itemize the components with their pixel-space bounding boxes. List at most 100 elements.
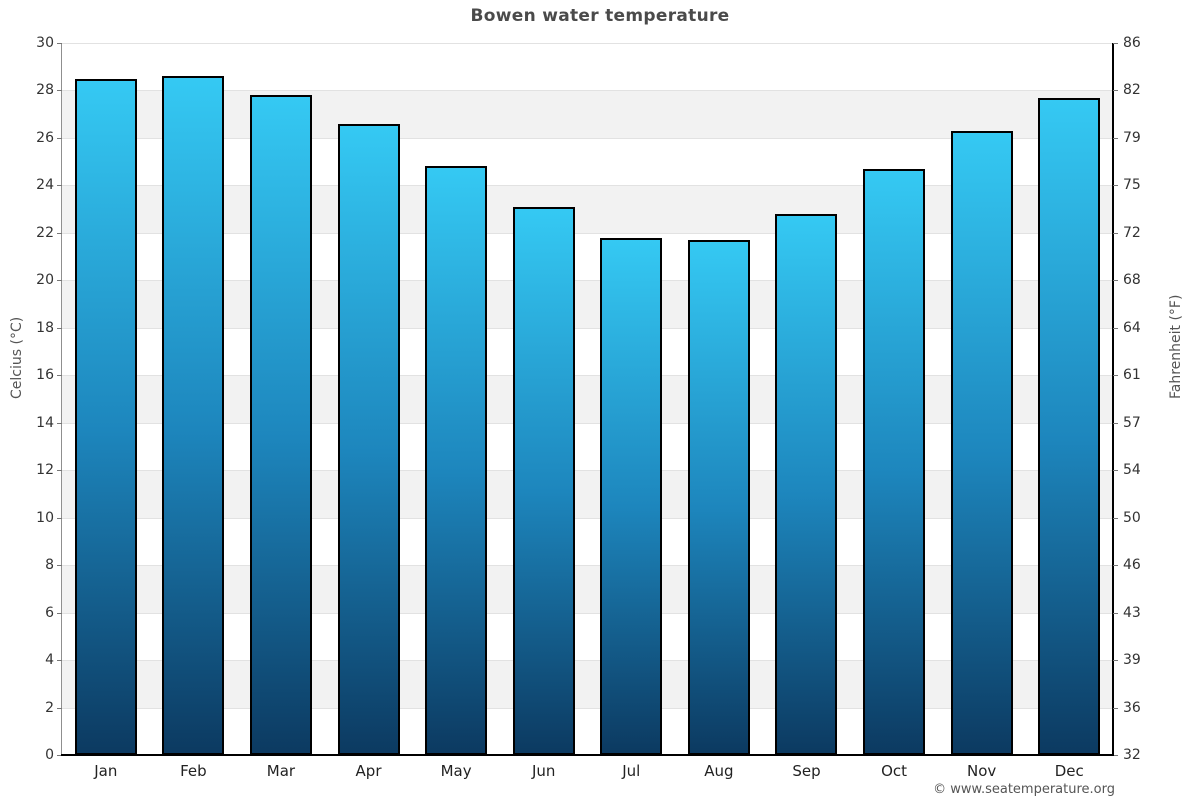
grid-band <box>62 137 1113 186</box>
y-tick-label-celsius: 14 <box>36 414 54 431</box>
y-tickmark-left <box>57 755 62 756</box>
y-tick-label-fahrenheit: 79 <box>1123 129 1141 146</box>
bar-oct[interactable] <box>863 168 926 755</box>
y-tickmark-right <box>1113 185 1118 187</box>
y-tickmark-left <box>57 660 62 662</box>
y-tick-label-celsius: 12 <box>36 462 54 479</box>
y-tick-label-celsius: 26 <box>36 129 54 146</box>
gridline <box>62 137 1113 139</box>
x-tick-sep: Sep <box>792 762 821 780</box>
gridline <box>62 612 1113 614</box>
y-tickmark-left <box>57 43 62 44</box>
gridline <box>62 470 1113 472</box>
bar-apr[interactable] <box>337 123 400 755</box>
grid-band <box>62 565 1113 613</box>
y-tick-label-fahrenheit: 86 <box>1123 35 1141 51</box>
y-tick-label-celsius: 6 <box>45 604 54 621</box>
y-tickmark-left <box>57 612 62 614</box>
y-tickmark-left <box>57 137 62 139</box>
y-tick-label-celsius: 28 <box>36 82 54 99</box>
gridline <box>62 185 1113 187</box>
y-tick-label-celsius: 0 <box>45 747 54 763</box>
y-tick-label-fahrenheit: 32 <box>1123 747 1141 763</box>
y-tick-label-fahrenheit: 36 <box>1123 699 1141 716</box>
grid-band <box>62 517 1113 566</box>
y-tick-label-celsius: 20 <box>36 272 54 289</box>
gridline <box>62 232 1113 234</box>
gridline <box>62 660 1113 662</box>
bar-feb[interactable] <box>162 76 225 755</box>
gridline <box>62 517 1113 519</box>
bar-jun[interactable] <box>512 206 575 755</box>
y-tickmark-right <box>1113 517 1118 519</box>
y-tickmark-left <box>57 327 62 329</box>
y-tickmark-left <box>57 517 62 519</box>
y-tick-label-celsius: 8 <box>45 557 54 574</box>
y-tickmark-right <box>1113 707 1118 709</box>
x-tick-mar: Mar <box>266 762 296 780</box>
y-tickmark-right <box>1113 137 1118 139</box>
gridline <box>62 327 1113 329</box>
gridline <box>62 422 1113 424</box>
bar-sep[interactable] <box>775 213 838 755</box>
grid-band <box>62 660 1113 708</box>
x-tick-may: May <box>440 762 472 780</box>
y-tick-label-celsius: 30 <box>36 35 54 51</box>
y-tick-label-celsius: 2 <box>45 699 54 716</box>
y-tick-label-celsius: 10 <box>36 509 54 526</box>
grid-band <box>62 185 1113 233</box>
y-tickmark-right <box>1113 43 1118 44</box>
y-tickmark-right <box>1113 375 1118 377</box>
gridline <box>62 565 1113 567</box>
plot-area <box>62 43 1113 755</box>
bar-jul[interactable] <box>600 237 663 755</box>
y-tick-label-celsius: 22 <box>36 224 54 241</box>
y-tickmark-right <box>1113 90 1118 92</box>
y-tickmark-left <box>57 422 62 424</box>
grid-band <box>62 90 1113 138</box>
x-axis-line <box>61 754 1114 756</box>
y-tick-label-celsius: 18 <box>36 319 54 336</box>
grid-band <box>62 707 1113 755</box>
gridline <box>62 280 1113 282</box>
y-tick-label-fahrenheit: 82 <box>1123 82 1141 99</box>
x-tick-aug: Aug <box>704 762 734 780</box>
gridline <box>62 43 1113 44</box>
bar-nov[interactable] <box>950 130 1013 755</box>
y-axis-line-right <box>1112 43 1114 755</box>
gridline <box>62 707 1113 709</box>
y-tickmark-left <box>57 90 62 92</box>
y-tickmark-left <box>57 375 62 377</box>
y-tick-label-fahrenheit: 72 <box>1123 224 1141 241</box>
grid-band <box>62 470 1113 518</box>
y-tickmark-left <box>57 232 62 234</box>
grid-band <box>62 43 1113 91</box>
y-tick-label-fahrenheit: 54 <box>1123 462 1141 479</box>
x-tick-feb: Feb <box>180 762 207 780</box>
grid-band <box>62 327 1113 376</box>
bar-jan[interactable] <box>74 78 137 755</box>
x-tick-jun: Jun <box>531 762 556 780</box>
y-tickmark-left <box>57 707 62 709</box>
bar-mar[interactable] <box>249 95 312 755</box>
grid-band <box>62 280 1113 328</box>
y-tickmark-left <box>57 565 62 567</box>
y-tickmark-right <box>1113 327 1118 329</box>
bar-aug[interactable] <box>687 240 750 755</box>
y-tick-label-fahrenheit: 68 <box>1123 272 1141 289</box>
x-tick-oct: Oct <box>881 762 907 780</box>
grid-band <box>62 375 1113 423</box>
y-tickmark-right <box>1113 660 1118 662</box>
y-axis-line-left <box>61 43 62 755</box>
y-tickmark-right <box>1113 232 1118 234</box>
bar-dec[interactable] <box>1038 97 1101 755</box>
bar-may[interactable] <box>425 166 488 755</box>
y-tickmark-right <box>1113 755 1118 756</box>
gridline <box>62 90 1113 92</box>
y-tickmark-right <box>1113 565 1118 567</box>
x-tick-jan: Jan <box>94 762 118 780</box>
x-tick-apr: Apr <box>355 762 382 780</box>
footer-credit: © www.seatemperature.org <box>933 782 1115 797</box>
y-tick-label-fahrenheit: 61 <box>1123 367 1141 384</box>
x-tick-jul: Jul <box>622 762 641 780</box>
